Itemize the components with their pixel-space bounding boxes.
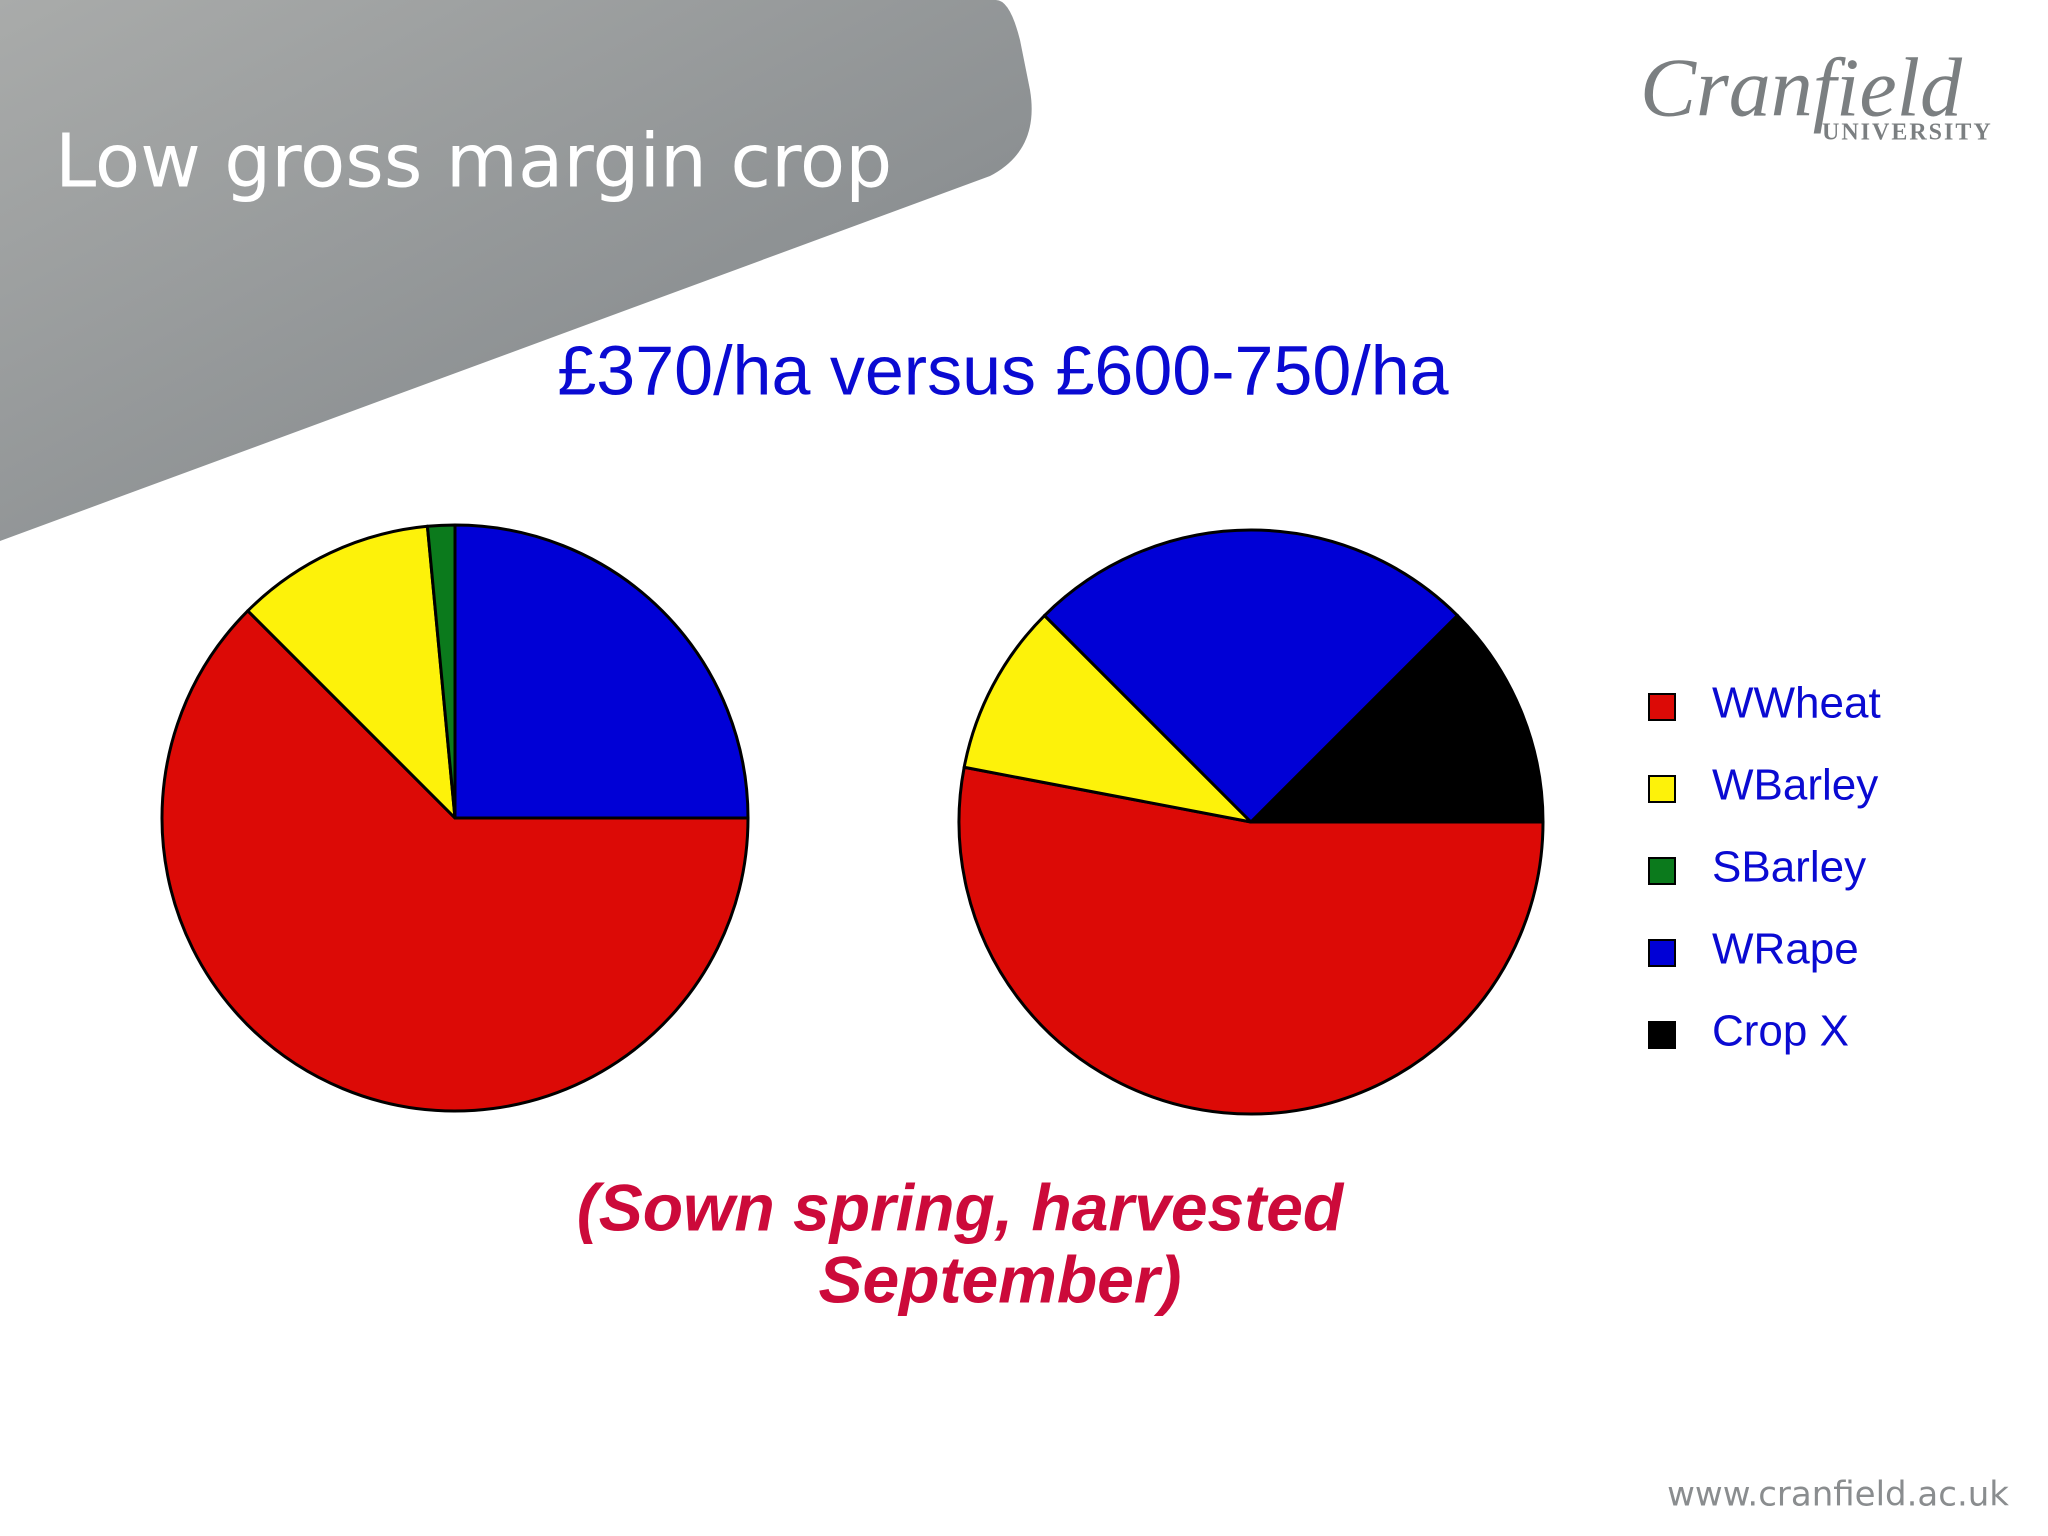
legend-swatch [1648, 939, 1676, 967]
legend-label: SBarley [1712, 843, 1866, 892]
pie-slice [957, 765, 1545, 1116]
logo-sub: UNIVERSITY [1822, 120, 1993, 146]
pie-slice [1249, 614, 1545, 824]
logo: Cranfield [1640, 41, 1963, 134]
pie-slice [453, 523, 750, 820]
subtitle: £370/ha versus £600-750/ha [557, 331, 1448, 409]
legend-label: WWheat [1712, 679, 1881, 728]
caption-line: September) [818, 1242, 1181, 1316]
legend-label: WRape [1712, 925, 1859, 974]
legend-swatch [1648, 775, 1676, 803]
caption-line: (Sown spring, harvested [577, 1170, 1345, 1244]
legend-swatch [1648, 1021, 1676, 1049]
header-band [0, 0, 1032, 541]
slide-title: Low gross margin crop [55, 119, 892, 205]
legend-swatch [1648, 857, 1676, 885]
legend-label: WBarley [1712, 761, 1878, 810]
legend-swatch [1648, 693, 1676, 721]
website: www.cranfield.ac.uk [1667, 1475, 2009, 1515]
pie-slice [962, 614, 1253, 824]
pie-slice [160, 609, 750, 1113]
legend-label: Crop X [1712, 1007, 1849, 1056]
pie-slice [246, 524, 457, 820]
pie-slice [1043, 528, 1459, 824]
